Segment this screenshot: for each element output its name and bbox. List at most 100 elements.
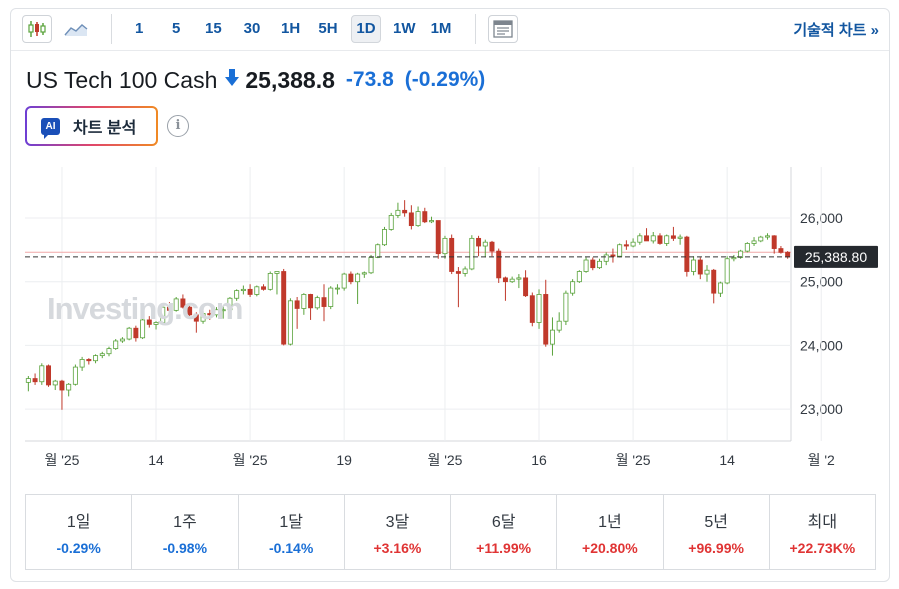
candle-body (99, 353, 105, 357)
timeframe-5h[interactable]: 5H (318, 20, 338, 37)
timeframe-15[interactable]: 15 (205, 20, 222, 37)
candle-body (691, 259, 697, 272)
ai-icon: AI (41, 117, 60, 139)
candle-body (287, 300, 293, 345)
candle-body (234, 290, 240, 299)
performance-cell[interactable]: 1달 -0.14% (239, 495, 345, 569)
candle-body (402, 209, 408, 214)
performance-value: -0.29% (56, 540, 101, 556)
candle-body (160, 306, 166, 323)
candle-body (462, 268, 468, 274)
candle-body (422, 211, 428, 223)
candle-body (153, 322, 159, 325)
timeframe-1h[interactable]: 1H (281, 20, 301, 37)
candle-body (375, 244, 381, 258)
candle-body (455, 271, 461, 274)
performance-cell[interactable]: 최대 +22.73K% (770, 495, 875, 569)
timeframe-1[interactable]: 1 (135, 20, 144, 37)
candle-body (79, 359, 85, 368)
x-tick-label: 14 (148, 452, 164, 468)
candle-body (442, 237, 448, 255)
area-chart-icon[interactable] (61, 15, 91, 43)
candle-body (576, 271, 582, 283)
performance-cell[interactable]: 3달 +3.16% (345, 495, 451, 569)
timeframe-1m[interactable]: 1M (430, 20, 452, 37)
candle-body (570, 281, 576, 294)
candle-body (449, 237, 455, 272)
timeframe-1w[interactable]: 1W (393, 20, 416, 37)
candle-body (502, 277, 508, 283)
candle-body (368, 257, 374, 274)
candle-body (650, 235, 656, 242)
timeframe-1d[interactable]: 1D (351, 15, 381, 43)
candle-body (267, 273, 273, 290)
performance-cell[interactable]: 1주 -0.98% (132, 495, 239, 569)
timeframe-30[interactable]: 30 (243, 20, 261, 37)
x-tick-label: 월 '25 (44, 452, 79, 468)
performance-value: -0.98% (162, 540, 208, 556)
performance-value: +22.73K% (789, 540, 856, 556)
candle-body (220, 309, 226, 312)
candle-body (415, 211, 421, 227)
last-price-tag (794, 245, 878, 268)
info-icon[interactable]: i (167, 115, 189, 137)
candle-body (39, 365, 45, 383)
candle-body (657, 235, 663, 244)
candle-body (274, 271, 280, 274)
candle-body (764, 235, 770, 238)
candle-body (247, 288, 253, 295)
x-tick-label: 월 '2 (808, 452, 835, 468)
candle-body (469, 237, 475, 270)
candle-body (361, 272, 367, 275)
candlestick-icon[interactable] (22, 15, 52, 43)
chart-toolbar: 1 5 15 30 1H 5H 1D 1W 1M 기술적 차트 » (11, 9, 889, 51)
candle-body (180, 298, 186, 308)
candle-body (556, 320, 562, 331)
performance-period: 1달 (279, 514, 303, 531)
price-chart[interactable]: Investing.com 23,000 24,000 25,000 26,000 월 … (11, 159, 889, 479)
candle-body (355, 273, 361, 283)
toolbar-divider (475, 14, 476, 44)
candle-body (738, 250, 744, 258)
candle-body (529, 295, 535, 323)
timeframe-5[interactable]: 5 (172, 20, 181, 37)
arrow-down-icon (225, 69, 240, 91)
candle-body (677, 236, 683, 239)
performance-value: +3.16% (373, 540, 422, 556)
candle-body (617, 244, 623, 257)
performance-cell[interactable]: 1년 +20.80% (557, 495, 664, 569)
candle-body (408, 212, 414, 227)
candle-body (785, 251, 791, 258)
layout-icon[interactable] (488, 15, 518, 43)
candle-body (563, 292, 569, 322)
candle-body (482, 241, 488, 247)
candle-body (388, 215, 394, 230)
x-tick-label: 19 (336, 452, 352, 468)
candle-body (597, 260, 602, 269)
candle-body (717, 282, 723, 294)
candle-body (321, 297, 327, 307)
candle-body (200, 313, 206, 322)
candle-body (435, 220, 441, 255)
candle-body (187, 306, 193, 316)
x-tick-label: 14 (719, 452, 735, 468)
candle-body (32, 378, 38, 383)
ai-chart-analysis-button[interactable]: AI 차트 분석 (25, 106, 158, 146)
performance-value: +96.99% (688, 540, 744, 556)
ai-button-label: 차트 분석 (73, 120, 137, 137)
price-change: -73.8 (345, 68, 394, 91)
performance-period: 5년 (704, 514, 728, 531)
x-tick-label: 16 (531, 452, 547, 468)
technical-chart-link[interactable]: 기술적 차트 » (793, 22, 879, 39)
candle-body (516, 277, 522, 280)
candle-body (294, 300, 300, 309)
candle-body (314, 297, 320, 309)
candle-body (59, 380, 65, 391)
candle-body (509, 278, 515, 283)
x-tick-label: 월 '25 (233, 452, 268, 468)
performance-cell[interactable]: 1일 -0.29% (26, 495, 133, 569)
candle-body (724, 258, 730, 284)
performance-cell[interactable]: 5년 +96.99% (664, 495, 770, 569)
performance-cell[interactable]: 6달 +11.99% (451, 495, 558, 569)
candle-body (523, 277, 529, 297)
